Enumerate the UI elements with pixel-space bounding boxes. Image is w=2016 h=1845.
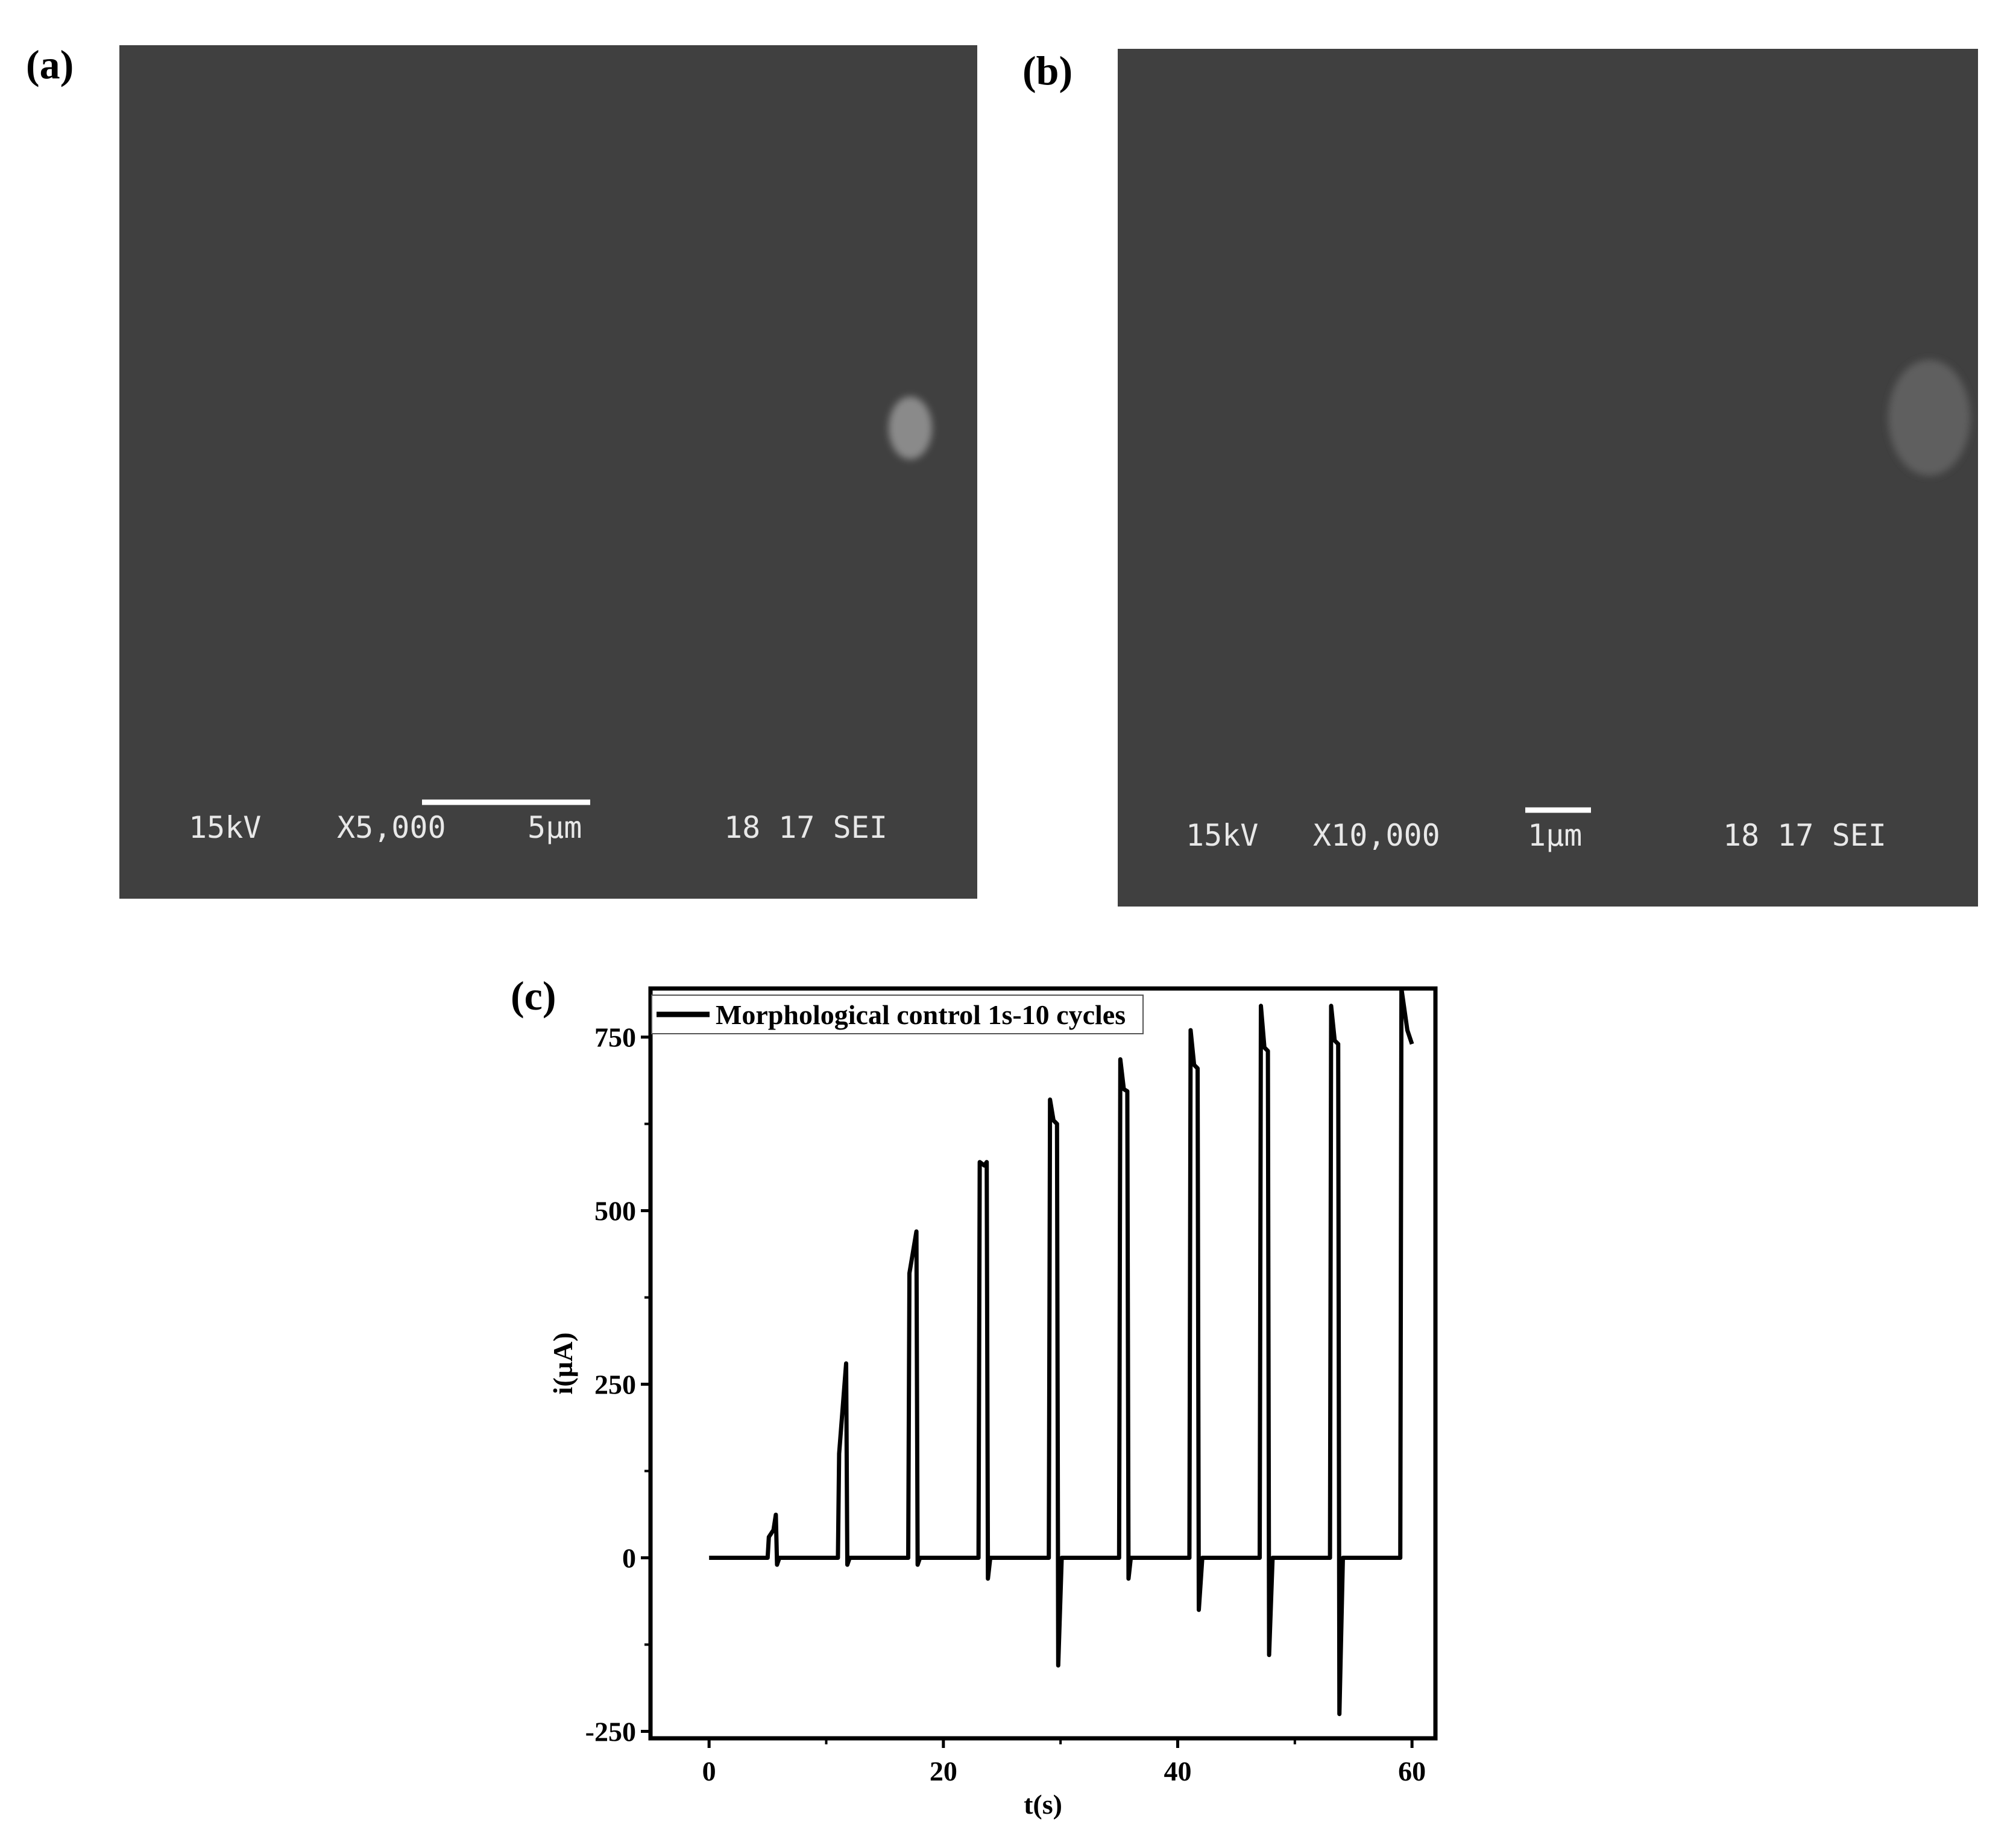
sem-magnification: X5,000	[337, 810, 446, 845]
legend-label: Morphological control 1s-10 cycles	[716, 999, 1126, 1030]
plot-frame	[648, 986, 1438, 1741]
sem-info: 18 17 SEI	[1723, 818, 1886, 853]
data-line	[709, 986, 1414, 1717]
y-tick-label: -250	[585, 1716, 636, 1747]
x-tick-label: 20	[930, 1756, 957, 1787]
sem-scale: 5µm	[528, 810, 582, 845]
y-axis-label: i(µA)	[547, 1332, 578, 1394]
y-tick-label: 250	[594, 1369, 636, 1400]
sem-voltage: 15kV	[1186, 818, 1258, 853]
panel-label: (c)	[511, 973, 556, 1019]
particle	[1888, 360, 1970, 476]
y-tick-label: 750	[594, 1022, 636, 1053]
x-tick-label: 40	[1164, 1756, 1191, 1787]
panel-label: (b)	[1022, 48, 1073, 93]
sem-magnification: X10,000	[1313, 818, 1440, 853]
x-tick-label: 0	[702, 1756, 716, 1787]
y-tick-label: 500	[594, 1196, 636, 1227]
sem-voltage: 15kV	[189, 810, 261, 845]
sem-info: 18 17 SEI	[724, 810, 887, 845]
panel-label: (a)	[26, 42, 74, 87]
legend-box	[651, 995, 1144, 1034]
y-tick-label: 0	[622, 1543, 636, 1574]
x-tick-label: 60	[1398, 1756, 1426, 1787]
x-axis-label: t(s)	[1024, 1789, 1062, 1820]
particle	[889, 397, 932, 459]
sem-scale: 1µm	[1528, 818, 1582, 853]
sem-image	[119, 45, 977, 899]
sem-image	[1118, 49, 1978, 907]
chart: -250 0 250 500 750 0 20 40 60 t(s) i(µA) Morphologi…	[547, 986, 1438, 1820]
